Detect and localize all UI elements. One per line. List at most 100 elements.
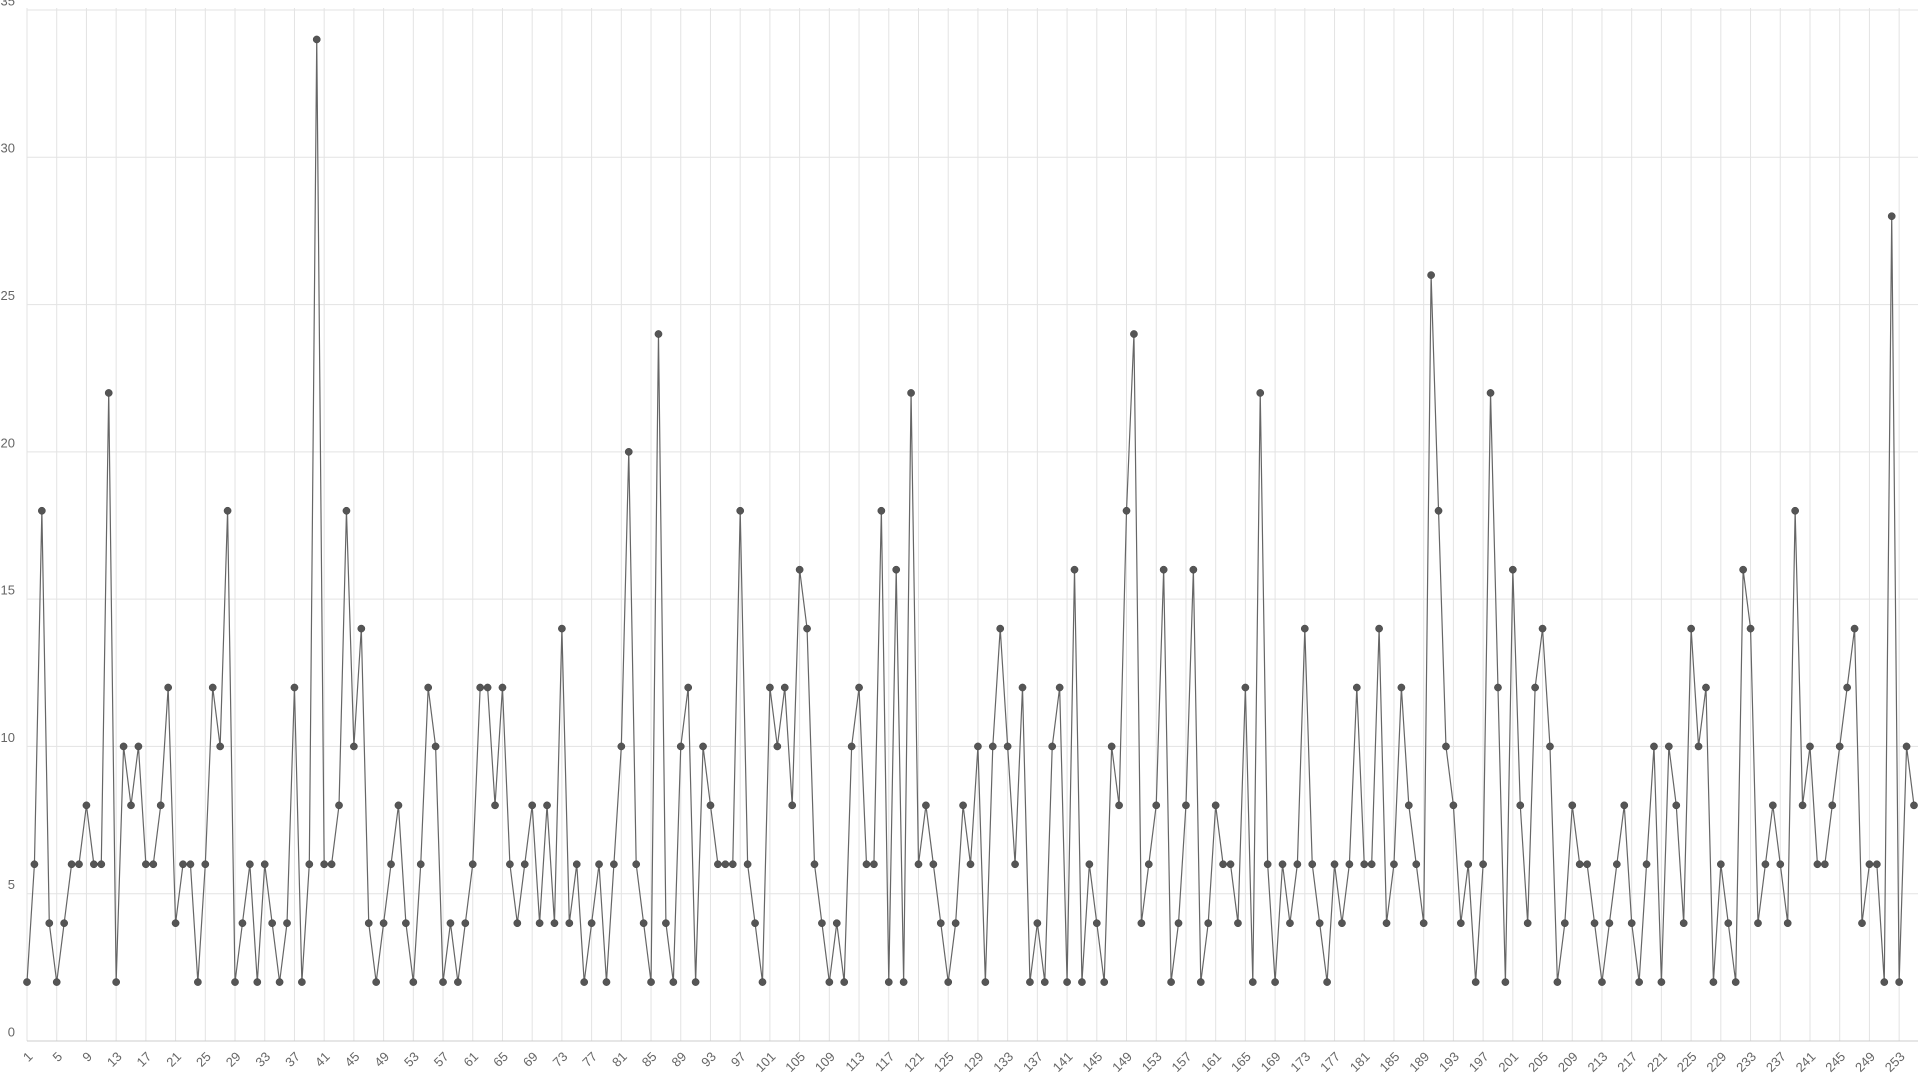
point (75, 860, 83, 869)
point (372, 978, 381, 986)
point (1791, 506, 1799, 515)
point (959, 801, 967, 810)
point (610, 860, 618, 869)
point (1442, 742, 1450, 751)
point (1746, 624, 1755, 633)
point (1694, 742, 1703, 751)
point (1895, 978, 1903, 986)
point (164, 683, 173, 692)
point (1783, 919, 1792, 928)
point (1122, 506, 1131, 515)
point (743, 860, 752, 869)
point (795, 565, 804, 574)
x-tick-label: 113 (842, 1049, 867, 1074)
point (870, 860, 878, 869)
point (142, 860, 150, 869)
point (907, 389, 915, 397)
point (1167, 978, 1175, 986)
point (647, 978, 655, 986)
x-tick-label: 249 (1852, 1049, 1878, 1075)
line (26, 39, 1915, 983)
y-tick-label: 25 (1, 288, 15, 303)
point (1858, 919, 1866, 928)
point (112, 978, 120, 986)
x-tick-label: 197 (1466, 1049, 1492, 1075)
point (268, 919, 277, 928)
point (1716, 860, 1725, 869)
point (1293, 860, 1302, 869)
point (1152, 801, 1161, 810)
point (595, 860, 603, 869)
point (1724, 919, 1733, 928)
point (186, 860, 195, 869)
point (312, 35, 321, 44)
x-tick-label: 41 (312, 1049, 333, 1070)
x-tick-label: 153 (1139, 1049, 1165, 1075)
point (1033, 919, 1042, 928)
point (1100, 978, 1109, 986)
point (1263, 860, 1272, 869)
x-tick-label: 205 (1525, 1049, 1551, 1075)
x-tick-label: 33 (252, 1049, 273, 1070)
x-tick-label: 173 (1287, 1049, 1313, 1075)
point (1404, 801, 1413, 810)
point (1018, 683, 1027, 692)
point (1078, 978, 1086, 986)
point (149, 860, 158, 869)
point (1211, 801, 1220, 810)
point (201, 860, 210, 869)
point (1523, 919, 1532, 928)
point (1330, 860, 1339, 869)
point (364, 919, 373, 928)
point (1144, 860, 1153, 869)
point (550, 919, 559, 928)
point (602, 978, 611, 986)
point (409, 978, 418, 986)
x-tick-label: 225 (1674, 1049, 1700, 1075)
point (691, 978, 700, 986)
point (1055, 683, 1064, 692)
point (654, 330, 663, 338)
point (1115, 801, 1123, 810)
point (788, 801, 797, 810)
point (1070, 565, 1079, 574)
x-tick-label: 125 (931, 1049, 957, 1075)
x-tick-label: 161 (1198, 1049, 1224, 1075)
point (1092, 919, 1101, 928)
point (914, 860, 923, 869)
x-tick-label: 53 (401, 1049, 422, 1070)
point (119, 742, 128, 751)
point (461, 919, 470, 928)
point (1300, 624, 1309, 633)
x-tick-label: 89 (668, 1049, 689, 1070)
point (684, 683, 693, 692)
x-tick-label: 169 (1258, 1049, 1284, 1075)
point (1508, 565, 1517, 574)
y-tick-label: 20 (1, 435, 15, 450)
point (1241, 683, 1250, 692)
point (1375, 624, 1383, 633)
point (1568, 801, 1577, 810)
x-tick-label: 25 (193, 1049, 214, 1070)
x-tick-label: 9 (79, 1049, 95, 1065)
point (1776, 860, 1785, 869)
x-tick-label: 57 (431, 1049, 452, 1070)
point (1664, 742, 1673, 751)
point (1650, 742, 1658, 751)
point (766, 683, 774, 692)
point (1754, 919, 1762, 928)
point (1412, 860, 1421, 869)
point (1137, 919, 1146, 928)
point (1248, 978, 1257, 986)
x-tick-label: 77 (579, 1049, 600, 1070)
point (1271, 978, 1279, 986)
point (587, 919, 596, 928)
point (780, 683, 789, 692)
point (543, 801, 551, 810)
x-tick-label: 81 (609, 1049, 630, 1070)
point (728, 860, 737, 869)
point (342, 506, 351, 515)
x-tick-label: 101 (753, 1049, 779, 1075)
